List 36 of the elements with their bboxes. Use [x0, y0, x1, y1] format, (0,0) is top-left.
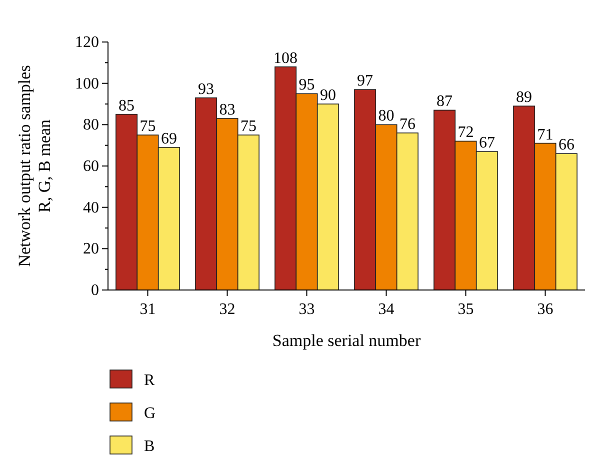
x-axis-title: Sample serial number: [272, 331, 421, 350]
y-tick-label: 80: [83, 116, 99, 134]
data-label: 90: [320, 87, 336, 104]
x-tick-label: 34: [378, 301, 394, 318]
data-label: 75: [140, 118, 156, 135]
data-label: 71: [537, 126, 554, 144]
data-label: 66: [558, 136, 574, 154]
data-label: 93: [198, 80, 214, 98]
x-tick-label: 36: [537, 301, 554, 318]
x-tick-label: 31: [140, 301, 156, 318]
legend-label: B: [144, 438, 155, 455]
data-label: 95: [298, 76, 315, 94]
data-label: 72: [458, 124, 474, 142]
data-label: 87: [436, 93, 453, 110]
y-tick-label: 120: [75, 34, 99, 51]
x-tick-label: 33: [298, 301, 315, 318]
data-label: 69: [160, 130, 177, 148]
data-label: 108: [274, 50, 298, 67]
y-tick-label: 20: [83, 240, 99, 258]
data-label: 76: [399, 116, 416, 133]
data-label: 83: [219, 101, 236, 118]
data-label: 67: [478, 134, 495, 152]
x-tick-label: 32: [219, 301, 236, 318]
y-tick-label: 100: [75, 75, 99, 92]
data-label: 97: [357, 72, 374, 90]
data-label: 85: [118, 97, 135, 114]
x-tick-label: 35: [458, 301, 474, 318]
data-label: 75: [240, 118, 256, 135]
y-tick-label: 0: [91, 282, 99, 299]
legend-label: R: [144, 372, 155, 389]
legend-label: G: [144, 405, 156, 422]
y-tick-label: 40: [83, 199, 99, 216]
data-label: 89: [516, 89, 532, 106]
y-axis-title: Network output ratio samples R, G, B mean: [15, 65, 54, 267]
y-tick-label: 60: [83, 158, 99, 175]
data-label: 80: [378, 108, 394, 125]
